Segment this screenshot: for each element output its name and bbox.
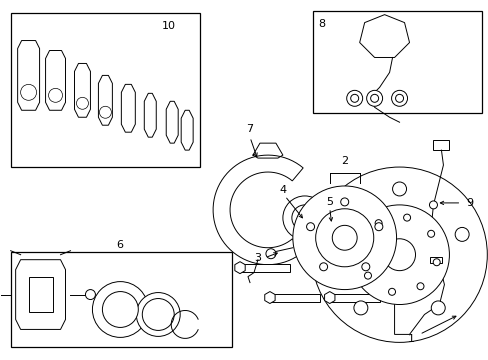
Text: 6: 6: [116, 240, 122, 250]
Circle shape: [291, 205, 317, 231]
Circle shape: [427, 230, 434, 237]
Polygon shape: [213, 155, 303, 265]
Text: 1: 1: [407, 334, 414, 345]
Polygon shape: [309, 262, 319, 274]
Circle shape: [383, 239, 415, 271]
Polygon shape: [166, 101, 178, 143]
Circle shape: [416, 283, 423, 290]
Circle shape: [430, 301, 444, 315]
Circle shape: [374, 223, 382, 231]
Circle shape: [283, 196, 326, 240]
Polygon shape: [359, 15, 408, 58]
Circle shape: [366, 90, 382, 106]
Text: 5: 5: [325, 197, 333, 207]
Polygon shape: [144, 93, 156, 137]
Bar: [329, 293, 379, 302]
Polygon shape: [264, 292, 275, 303]
Circle shape: [321, 220, 337, 236]
Circle shape: [403, 214, 410, 221]
Polygon shape: [324, 292, 334, 303]
Bar: [314, 264, 364, 272]
Polygon shape: [98, 75, 112, 125]
Bar: [269, 293, 319, 302]
Circle shape: [315, 209, 373, 267]
Circle shape: [432, 259, 439, 266]
Polygon shape: [45, 50, 65, 110]
Circle shape: [136, 293, 180, 336]
Bar: [240, 264, 289, 272]
Circle shape: [346, 90, 362, 106]
Bar: [429, 257, 442, 263]
Text: 9: 9: [465, 198, 472, 208]
Bar: [432, 140, 448, 150]
Circle shape: [361, 263, 369, 271]
Circle shape: [102, 292, 138, 328]
Bar: [11, 13, 200, 167]
Polygon shape: [234, 262, 244, 274]
Circle shape: [428, 201, 437, 209]
Circle shape: [350, 94, 358, 102]
Circle shape: [306, 223, 314, 231]
Circle shape: [329, 228, 343, 241]
Circle shape: [388, 288, 395, 295]
Bar: [11, 252, 232, 347]
Circle shape: [292, 186, 396, 289]
Circle shape: [340, 198, 348, 206]
Circle shape: [331, 225, 356, 250]
Text: 8: 8: [317, 19, 324, 29]
Circle shape: [392, 182, 406, 196]
Polygon shape: [181, 110, 193, 150]
Circle shape: [311, 167, 487, 342]
Circle shape: [85, 289, 95, 300]
Polygon shape: [394, 255, 444, 334]
Bar: [312, 11, 481, 113]
Circle shape: [76, 97, 88, 109]
Circle shape: [319, 263, 327, 271]
Circle shape: [20, 84, 37, 100]
Circle shape: [265, 249, 275, 259]
Polygon shape: [18, 41, 40, 110]
Text: 3: 3: [254, 253, 261, 263]
Circle shape: [358, 244, 365, 251]
Polygon shape: [74, 63, 90, 117]
Circle shape: [353, 301, 367, 315]
Text: 2: 2: [341, 156, 347, 166]
Circle shape: [454, 228, 468, 241]
Bar: [29, 276, 52, 312]
Circle shape: [48, 88, 62, 102]
Circle shape: [370, 94, 378, 102]
Circle shape: [374, 220, 381, 227]
Circle shape: [99, 106, 111, 118]
Polygon shape: [121, 84, 135, 132]
Circle shape: [92, 282, 148, 337]
Text: 10: 10: [162, 21, 176, 31]
Circle shape: [391, 90, 407, 106]
Circle shape: [395, 94, 403, 102]
Text: 4: 4: [279, 185, 286, 195]
Circle shape: [364, 272, 371, 279]
Circle shape: [349, 205, 448, 305]
Polygon shape: [16, 260, 65, 329]
Text: 7: 7: [246, 124, 253, 134]
